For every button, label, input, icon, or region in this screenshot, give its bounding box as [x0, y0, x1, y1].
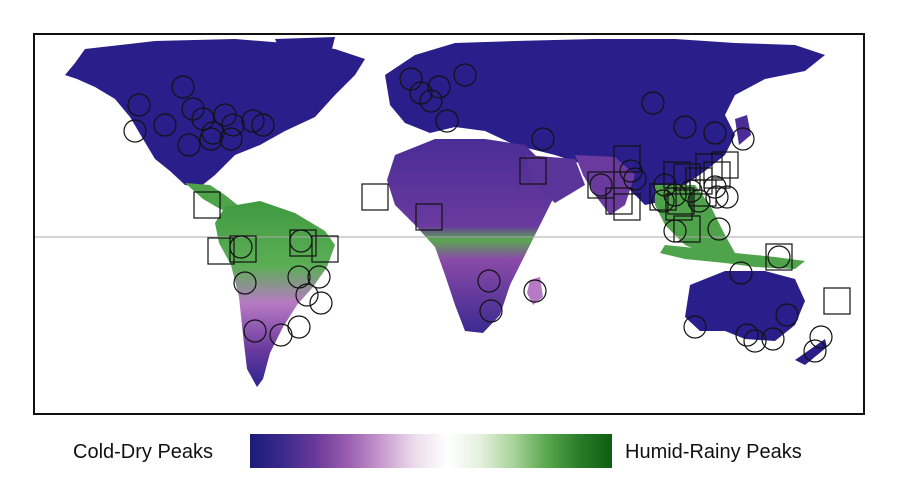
square-marker: [613, 145, 641, 173]
circle-marker: [683, 315, 707, 339]
circle-marker: [219, 127, 243, 151]
square-marker: [673, 215, 701, 243]
circle-marker: [435, 109, 459, 133]
circle-marker: [171, 75, 195, 99]
square-marker: [673, 163, 701, 191]
circle-marker: [307, 265, 331, 289]
circle-marker: [705, 185, 729, 209]
japan: [735, 115, 751, 145]
square-markers: [193, 145, 851, 315]
south-america: [215, 201, 335, 387]
new-zealand: [795, 339, 827, 365]
circle-marker: [623, 167, 647, 191]
circle-marker: [243, 319, 267, 343]
landmasses: [65, 37, 827, 387]
square-marker: [703, 161, 731, 189]
square-marker: [605, 187, 633, 215]
square-marker: [823, 287, 851, 315]
circle-marker: [419, 89, 443, 113]
circle-markers: [123, 63, 833, 363]
square-marker: [665, 193, 693, 221]
square-marker: [207, 237, 235, 265]
circle-marker: [479, 299, 503, 323]
greenland: [275, 37, 335, 69]
north-america: [65, 39, 365, 187]
square-marker: [229, 235, 257, 263]
square-marker: [613, 193, 641, 221]
indonesia: [660, 245, 805, 269]
circle-marker: [735, 323, 759, 347]
africa: [387, 139, 555, 333]
australia: [685, 271, 805, 341]
circle-marker: [803, 339, 827, 363]
circle-marker: [523, 279, 547, 303]
square-marker: [289, 229, 317, 257]
circle-marker: [809, 325, 833, 349]
circle-marker: [221, 113, 245, 137]
square-marker: [519, 157, 547, 185]
circle-marker: [743, 329, 767, 353]
eurasia: [385, 39, 825, 205]
square-marker: [361, 183, 389, 211]
circle-marker: [181, 97, 205, 121]
circle-marker: [761, 327, 785, 351]
circle-marker: [453, 63, 477, 87]
circle-marker: [641, 91, 665, 115]
circle-marker: [177, 133, 201, 157]
square-marker: [587, 171, 615, 199]
circle-marker: [233, 271, 257, 295]
square-marker: [667, 187, 695, 215]
square-marker: [649, 183, 677, 211]
circle-marker: [651, 189, 675, 213]
circle-marker: [767, 245, 791, 269]
circle-marker: [775, 303, 799, 327]
square-marker: [415, 203, 443, 231]
circle-marker: [153, 113, 177, 137]
circle-marker: [295, 283, 319, 307]
circle-marker: [199, 127, 223, 151]
square-marker: [685, 167, 713, 195]
circle-marker: [427, 75, 451, 99]
legend-label-cold-dry: Cold-Dry Peaks: [73, 441, 214, 463]
square-marker: [765, 243, 793, 271]
circle-marker: [123, 119, 147, 143]
legend-color-bar: [250, 434, 612, 468]
legend-label-humid-rainy: Humid-Rainy Peaks: [625, 441, 802, 463]
circle-marker: [127, 93, 151, 117]
world-map: [33, 33, 865, 415]
madagascar: [527, 277, 543, 305]
square-marker: [695, 153, 723, 181]
square-marker: [311, 235, 339, 263]
square-marker: [711, 151, 739, 179]
map-canvas: [35, 37, 863, 387]
circle-marker: [707, 217, 731, 241]
arabia: [525, 155, 585, 203]
square-marker: [193, 191, 221, 219]
circle-marker: [729, 261, 753, 285]
circle-marker: [287, 315, 311, 339]
circle-marker: [703, 121, 727, 145]
circle-marker: [673, 115, 697, 139]
circle-marker: [531, 127, 555, 151]
circle-marker: [241, 109, 265, 133]
circle-marker: [309, 291, 333, 315]
circle-marker: [251, 113, 275, 137]
circle-marker: [269, 323, 293, 347]
circle-marker: [731, 127, 755, 151]
circle-marker: [589, 173, 613, 197]
circle-marker: [477, 269, 501, 293]
